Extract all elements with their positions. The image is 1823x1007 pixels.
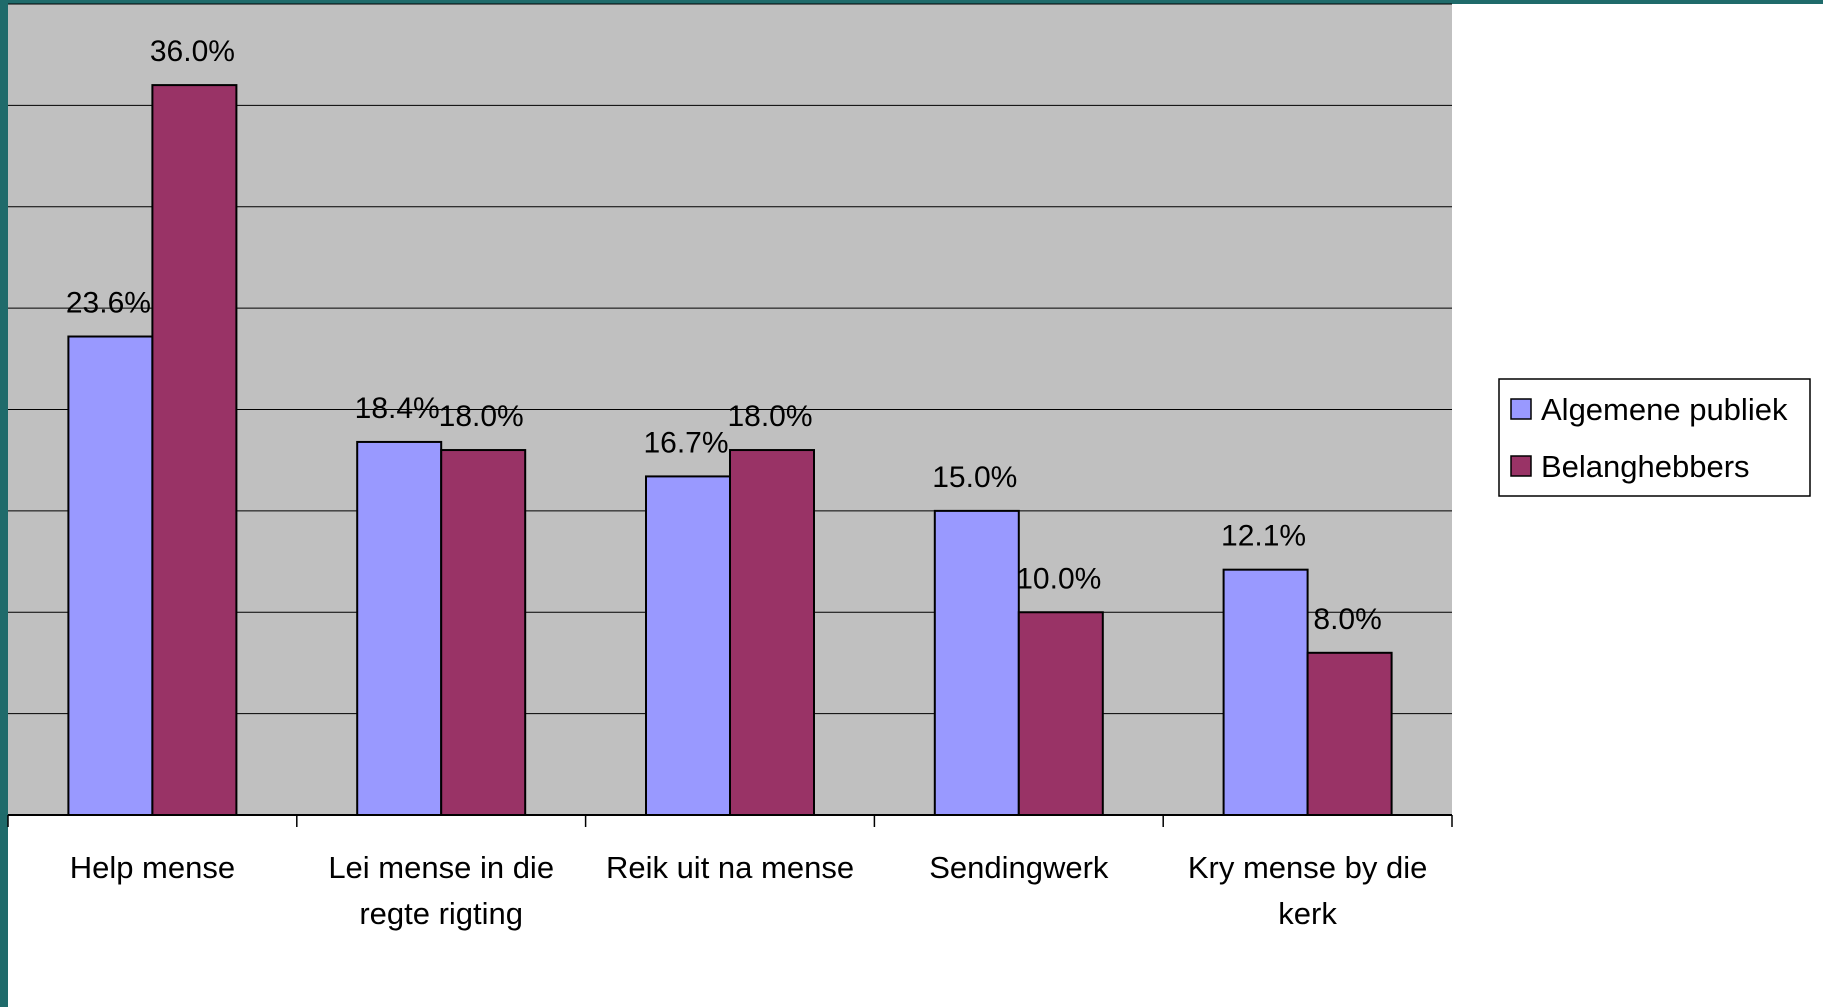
bar-series-2 [440,449,527,816]
data-labels: 23.6%36.0%18.4%18.0%16.7%18.0%15.0%10.0%… [66,35,1382,636]
legend-box [1498,378,1811,497]
x-tick-label: Reik uit na mense [606,850,854,885]
data-label: 36.0% [150,35,235,68]
legend-swatch [1510,455,1532,477]
bar-series-2 [1017,611,1104,816]
legend-label: Algemene publiek [1541,392,1788,427]
legend-swatch [1510,398,1532,420]
axes [7,814,1453,827]
x-tick-label: Help mense [70,850,235,885]
bar-series-2 [151,84,238,817]
bar-series-2 [729,449,815,816]
bar-series-1 [67,335,154,816]
data-label: 23.6% [66,287,151,320]
data-label: 10.0% [1016,562,1101,595]
bar-series-1 [933,509,1020,816]
x-tick-label: Sendingwerk [929,850,1109,885]
data-label: 15.0% [932,461,1017,494]
data-label: 16.7% [643,426,728,459]
legend[interactable]: Algemene publiek Belanghebbers [1498,378,1811,497]
bar-series-1 [645,475,731,816]
data-label: 12.1% [1221,520,1306,553]
data-label: 18.0% [727,400,812,433]
x-tick-label: Kry mense by die [1188,850,1428,885]
gridlines [8,3,1452,715]
bar-series-1 [1222,568,1309,816]
bar-series-2 [1306,651,1393,816]
x-tick-label: Lei mense in die [328,850,554,885]
bar-series-1 [356,440,443,816]
data-label: 18.4% [355,392,440,425]
data-label: 18.0% [439,400,524,433]
legend-label: Belanghebbers [1541,449,1750,484]
bars [67,84,1393,817]
data-label: 8.0% [1313,603,1381,636]
x-tick-labels: Help mense Lei mense in die regte rigting R… [70,850,1428,931]
x-tick-label: regte rigting [359,896,523,931]
x-tick-label: kerk [1278,896,1337,931]
